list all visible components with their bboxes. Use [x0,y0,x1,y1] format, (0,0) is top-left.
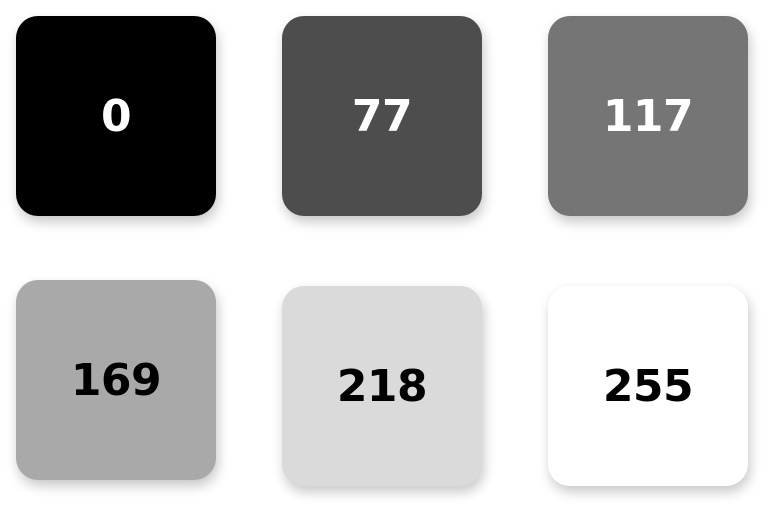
swatch-value: 117 [602,90,694,142]
swatch-218: 218 [282,286,482,486]
swatch-value: 77 [351,90,413,142]
swatch-value: 255 [602,360,694,412]
swatch-77: 77 [282,16,482,216]
swatch-value: 218 [336,360,428,412]
swatch-255: 255 [548,286,748,486]
swatch-value: 0 [100,90,132,142]
swatch-169: 169 [16,280,216,480]
swatch-117: 117 [548,16,748,216]
swatch-0: 0 [16,16,216,216]
swatch-value: 169 [70,354,162,406]
